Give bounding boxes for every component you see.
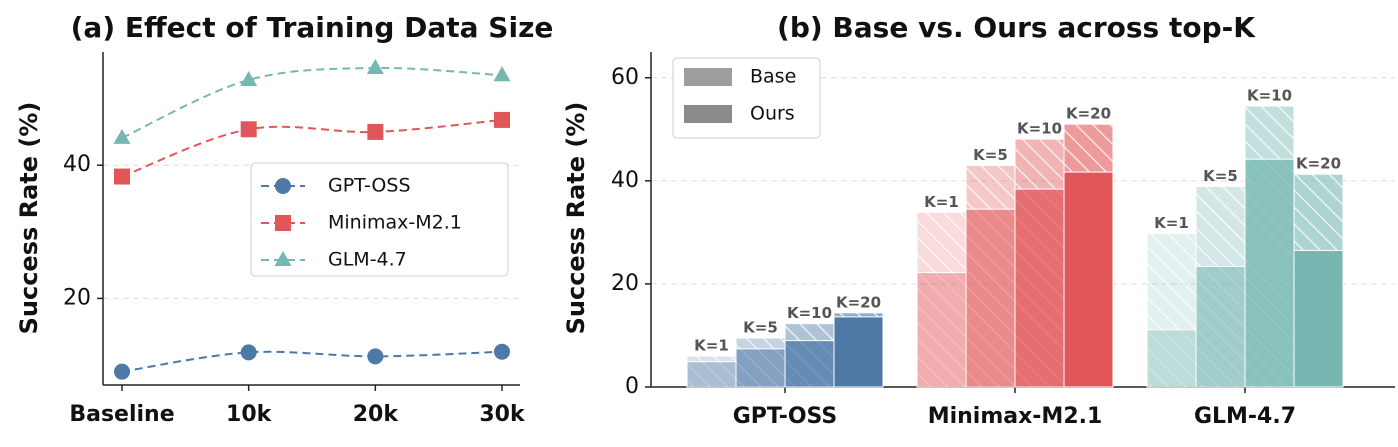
- chart-title: (b) Base vs. Ours across top-K: [777, 11, 1256, 44]
- ours-hatch: [1147, 233, 1196, 387]
- base-bar: [1014, 188, 1065, 388]
- y-tick-label: 60: [611, 65, 639, 90]
- x-tick-label: GPT-OSS: [733, 404, 838, 429]
- k-label: K=10: [1247, 87, 1292, 105]
- x-tick-label: 20k: [353, 402, 400, 427]
- base-bar: [1146, 329, 1197, 388]
- point: [114, 363, 130, 380]
- x-tick-label: Baseline: [69, 402, 174, 427]
- base-bar: [916, 272, 967, 388]
- point: [240, 70, 258, 86]
- point: [367, 348, 384, 365]
- y-tick-label: 40: [611, 168, 639, 193]
- k-label: K=10: [787, 304, 832, 322]
- base-bar: [784, 340, 835, 388]
- base-bar: [1063, 171, 1114, 388]
- point: [240, 344, 257, 361]
- x-tick-label: GLM-4.7: [1194, 404, 1296, 429]
- k-label: K=1: [924, 193, 959, 211]
- point: [494, 111, 510, 128]
- series-line: [121, 350, 503, 373]
- point: [366, 58, 384, 74]
- chart-title: (a) Effect of Training Data Size: [71, 11, 554, 44]
- series-line: [121, 118, 503, 178]
- k-label: K=20: [836, 293, 881, 311]
- k-label: K=20: [1066, 105, 1111, 123]
- y-tick-label: 0: [625, 374, 639, 399]
- k-label: K=10: [1017, 120, 1062, 138]
- x-tick-label: Minimax-M2.1: [928, 404, 1103, 429]
- base-bar: [965, 208, 1016, 388]
- legend-marker: [274, 251, 292, 266]
- x-tick-label: 30k: [479, 402, 526, 427]
- legend-label: GPT-OSS: [328, 175, 411, 197]
- y-tick-label: 20: [63, 285, 91, 310]
- base-bar: [1195, 265, 1246, 388]
- base-bar: [1244, 158, 1295, 388]
- k-label: K=1: [694, 337, 729, 355]
- base-bar: [1293, 249, 1344, 388]
- point: [240, 121, 257, 138]
- legend-marker: [275, 215, 291, 231]
- point: [114, 168, 130, 185]
- legend-swatch: [684, 105, 732, 123]
- point: [367, 123, 384, 140]
- legend-box: [250, 162, 509, 277]
- x-tick-label: 10k: [226, 402, 273, 427]
- k-label: K=20: [1296, 155, 1341, 173]
- k-label: K=5: [973, 146, 1008, 164]
- base-bar: [833, 316, 884, 388]
- base-bar: [686, 361, 737, 388]
- legend-label: Minimax-M2.1: [328, 212, 462, 234]
- series-line: [121, 66, 503, 139]
- base-bar: [735, 348, 786, 388]
- y-tick-label: 40: [63, 152, 91, 177]
- k-label: K=1: [1154, 214, 1189, 232]
- y-tick-label: 20: [611, 271, 639, 296]
- legend-label: GLM-4.7: [328, 249, 407, 271]
- k-label: K=5: [1203, 167, 1238, 185]
- point: [493, 66, 511, 82]
- y-axis-label: Success Rate (%): [15, 102, 43, 335]
- legend-swatch: [684, 68, 732, 86]
- point: [494, 343, 510, 360]
- y-axis-label: Success Rate (%): [562, 102, 590, 335]
- legend-label: Base: [750, 66, 796, 88]
- ours-hatch: [687, 356, 736, 387]
- legend-label: Ours: [750, 103, 795, 125]
- ours-hatch: [917, 212, 966, 387]
- legend-marker: [275, 178, 291, 194]
- k-label: K=5: [743, 319, 778, 337]
- point: [113, 128, 131, 144]
